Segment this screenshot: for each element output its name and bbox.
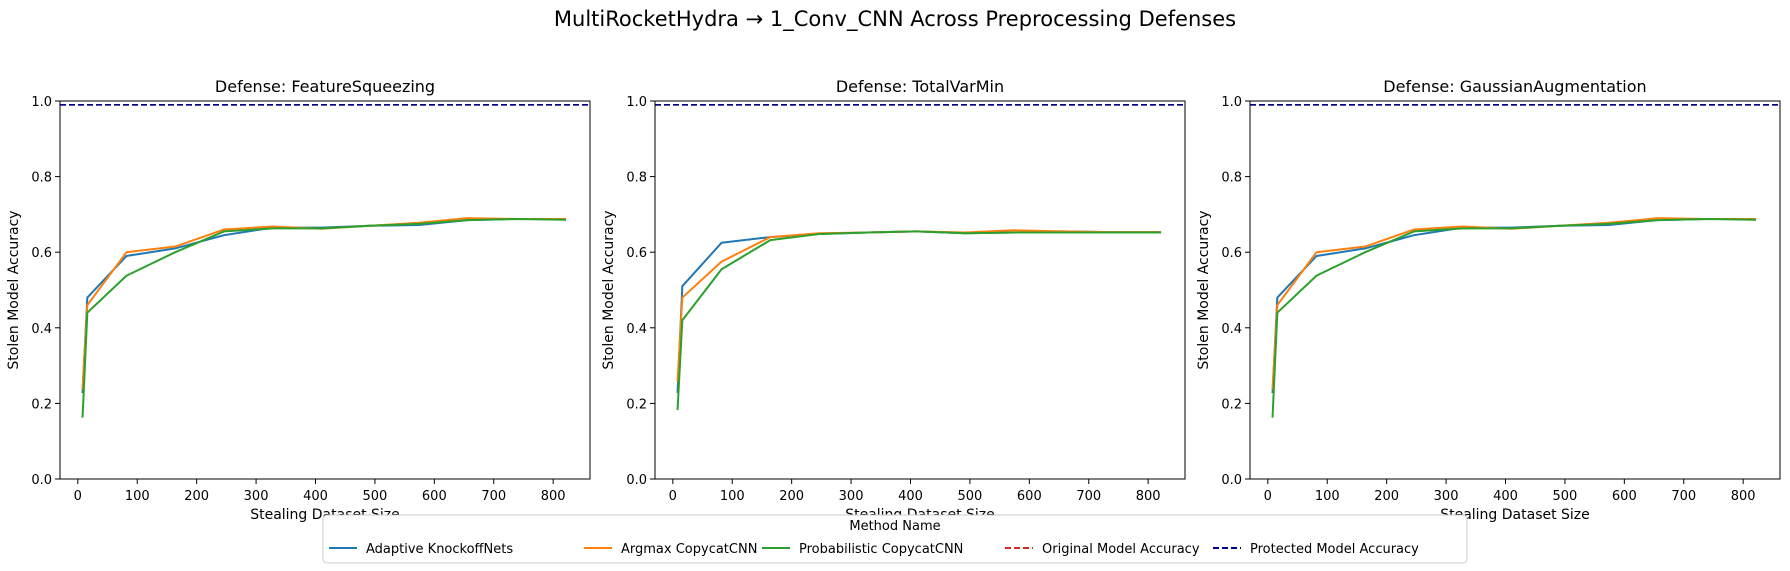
y-axis-label: Stolen Model Accuracy [1196,210,1212,369]
plot-area [1250,103,1780,418]
series-line-argmax-copycatcnn [1271,217,1757,390]
y-tick-label: 0.2 [31,397,52,412]
y-tick-label: 0.0 [31,473,52,488]
y-tick-label: 1.0 [626,95,647,110]
axes-frame [1249,100,1781,480]
x-tick-label: 600 [1612,489,1637,504]
subplots: Defense: FeatureSqueezing 0 100 200 300 400 50… [6,77,1781,523]
x-tick-label: 0 [1264,489,1272,504]
plot-area [655,103,1185,411]
axes-frame [654,100,1186,480]
x-tick-label: 0 [74,489,82,504]
subplot-title: Defense: GaussianAugmentation [1383,77,1646,96]
legend-frame [322,514,1468,564]
y-tick-label: 0.2 [1221,397,1242,412]
y-tick-label: 0.4 [1221,322,1242,337]
x-tick-label: 400 [898,489,923,504]
y-tick-label: 0.6 [1221,246,1242,261]
legend-entry-probabilistic-copycatcnn: Probabilistic CopycatCNN [762,542,963,557]
subplot-3: Defense: GaussianAugmentation 0 100 200 300 4… [1196,77,1781,523]
axes-frame [59,100,591,480]
legend: Method Name Adaptive KnockoffNets Argmax C… [322,514,1468,564]
x-tick-label: 300 [244,489,269,504]
y-tick-label: 0.8 [1221,171,1242,186]
y-tick-label: 1.0 [1221,95,1242,110]
legend-label: Argmax CopycatCNN [621,542,757,557]
plot-area [60,103,590,418]
y-tick-label: 0.6 [31,246,52,261]
y-axis-label: Stolen Model Accuracy [601,210,617,369]
x-tick-label: 400 [1493,489,1518,504]
x-tick-label: 0 [669,489,677,504]
x-axis-label: Stealing Dataset Size [1440,507,1590,523]
series-line-adaptive-knockoffnets [1271,217,1757,394]
series-line-probabilistic-copycatcnn [676,230,1162,411]
x-tick-label: 100 [720,489,745,504]
x-tick-label: 600 [422,489,447,504]
x-tick-label: 300 [839,489,864,504]
y-tick-label: 0.0 [1221,473,1242,488]
y-tick-label: 0.8 [31,171,52,186]
subplot-1: Defense: FeatureSqueezing 0 100 200 300 400 50… [6,77,591,523]
figure-title: MultiRocketHydra → 1_Conv_CNN Across Pre… [554,7,1236,32]
x-tick-label: 500 [1552,489,1577,504]
x-tick-label: 700 [1076,489,1101,504]
y-tick-label: 0.4 [626,322,647,337]
legend-label: Adaptive KnockoffNets [366,542,513,557]
legend-entry-argmax-copycatcnn: Argmax CopycatCNN [584,542,757,557]
legend-title: Method Name [849,519,940,534]
x-tick-label: 200 [184,489,209,504]
y-tick-label: 0.4 [31,322,52,337]
x-tick-label: 800 [1136,489,1161,504]
y-tick-label: 0.6 [626,246,647,261]
series-line-adaptive-knockoffnets [81,217,567,394]
x-tick-label: 100 [125,489,150,504]
x-tick-label: 300 [1434,489,1459,504]
legend-entry-original-model-accuracy: Original Model Accuracy [1005,542,1200,557]
legend-label: Probabilistic CopycatCNN [799,542,963,557]
x-tick-label: 800 [1731,489,1756,504]
x-tick-label: 500 [957,489,982,504]
legend-label: Protected Model Accuracy [1250,542,1419,557]
subplot-title: Defense: TotalVarMin [836,77,1004,96]
series-line-probabilistic-copycatcnn [81,217,567,418]
x-tick-label: 200 [779,489,804,504]
y-axis-label: Stolen Model Accuracy [6,210,22,369]
legend-label: Original Model Accuracy [1042,542,1200,557]
x-tick-label: 700 [481,489,506,504]
x-tick-label: 700 [1671,489,1696,504]
y-tick-label: 0.0 [626,473,647,488]
legend-entry-protected-model-accuracy: Protected Model Accuracy [1213,542,1419,557]
y-tick-label: 0.2 [626,397,647,412]
x-tick-label: 100 [1315,489,1340,504]
series-line-adaptive-knockoffnets [676,230,1162,394]
y-tick-label: 0.8 [626,171,647,186]
legend-entry-adaptive-knockoffnets: Adaptive KnockoffNets [329,542,513,557]
subplot-title: Defense: FeatureSqueezing [215,77,435,96]
y-tick-label: 1.0 [31,95,52,110]
x-tick-label: 600 [1017,489,1042,504]
series-line-argmax-copycatcnn [81,217,567,390]
x-tick-label: 200 [1374,489,1399,504]
subplot-2: Defense: TotalVarMin 0 100 200 300 400 500 600 7… [601,77,1186,523]
series-line-probabilistic-copycatcnn [1271,217,1757,418]
x-tick-label: 800 [541,489,566,504]
x-tick-label: 500 [362,489,387,504]
x-tick-label: 400 [303,489,328,504]
